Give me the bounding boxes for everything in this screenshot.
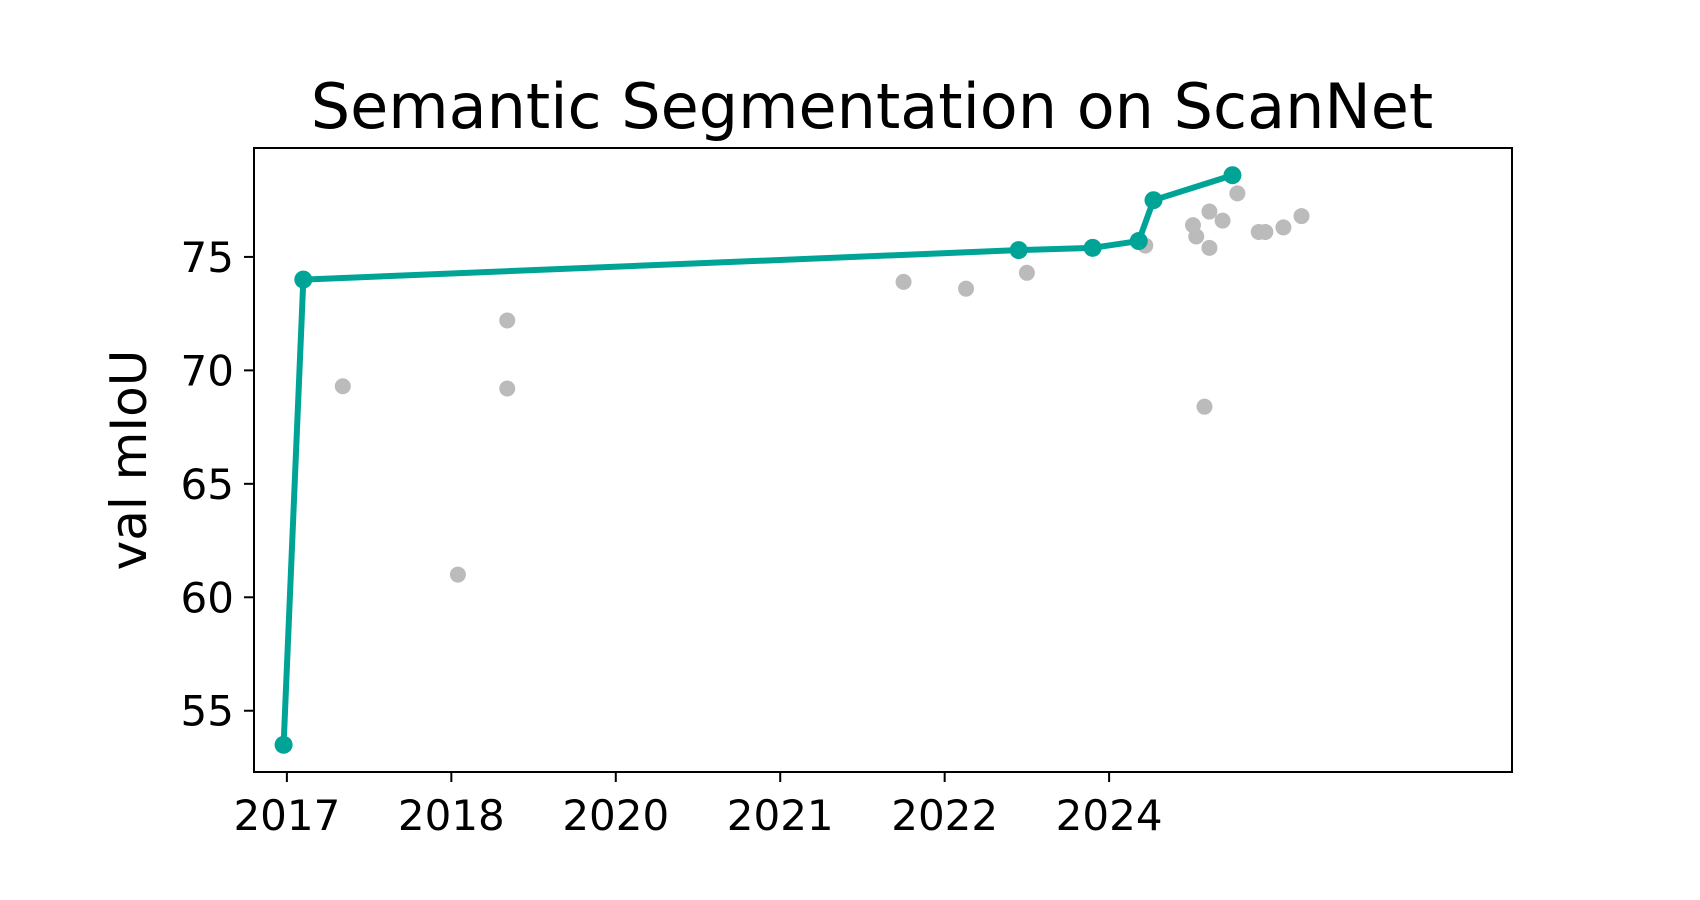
sota-point [274,735,293,754]
other-result-point [1229,185,1246,202]
y-tick-label: 75 [181,233,234,282]
other-result-point [1188,228,1205,245]
other-result-point [499,380,516,397]
chart-title: Semantic Segmentation on ScanNet [311,70,1433,143]
x-tick-label: 2017 [233,791,340,840]
x-tick-label: 2018 [398,791,505,840]
x-tick-label: 2020 [562,791,669,840]
sota-point [1129,232,1148,251]
other-result-point [958,280,975,297]
y-axis: 55 60 65 70 75 [181,233,254,736]
y-tick-label: 55 [181,687,234,736]
y-tick-label: 70 [181,346,234,395]
other-result-point [1201,203,1218,220]
sota-point [294,270,313,289]
sota-point [1144,191,1163,210]
plot-frame [253,147,1513,773]
other-result-point [1293,208,1310,225]
y-tick-label: 65 [181,460,234,509]
x-tick-label: 2024 [1056,791,1163,840]
plot-area [274,166,1310,754]
other-result-point [1257,223,1274,240]
other-result-point [1275,219,1292,236]
other-result-point [895,273,912,290]
sota-point [1083,238,1102,257]
other-result-point [449,566,466,583]
y-axis-label: val mIoU [100,350,158,571]
other-result-point [1214,212,1231,229]
x-tick-label: 2022 [891,791,998,840]
other-result-point [334,378,351,395]
sota-line [280,172,1236,748]
other-result-point [1018,264,1035,281]
x-axis: 2017 2018 2020 2021 2022 2024 [233,772,1163,840]
other-result-point [1201,239,1218,256]
x-tick-label: 2021 [727,791,834,840]
other-result-point [499,312,516,329]
sota-point [1009,241,1028,260]
sota-point [1223,166,1242,185]
other-result-point [1196,398,1213,415]
y-tick-label: 60 [181,573,234,622]
